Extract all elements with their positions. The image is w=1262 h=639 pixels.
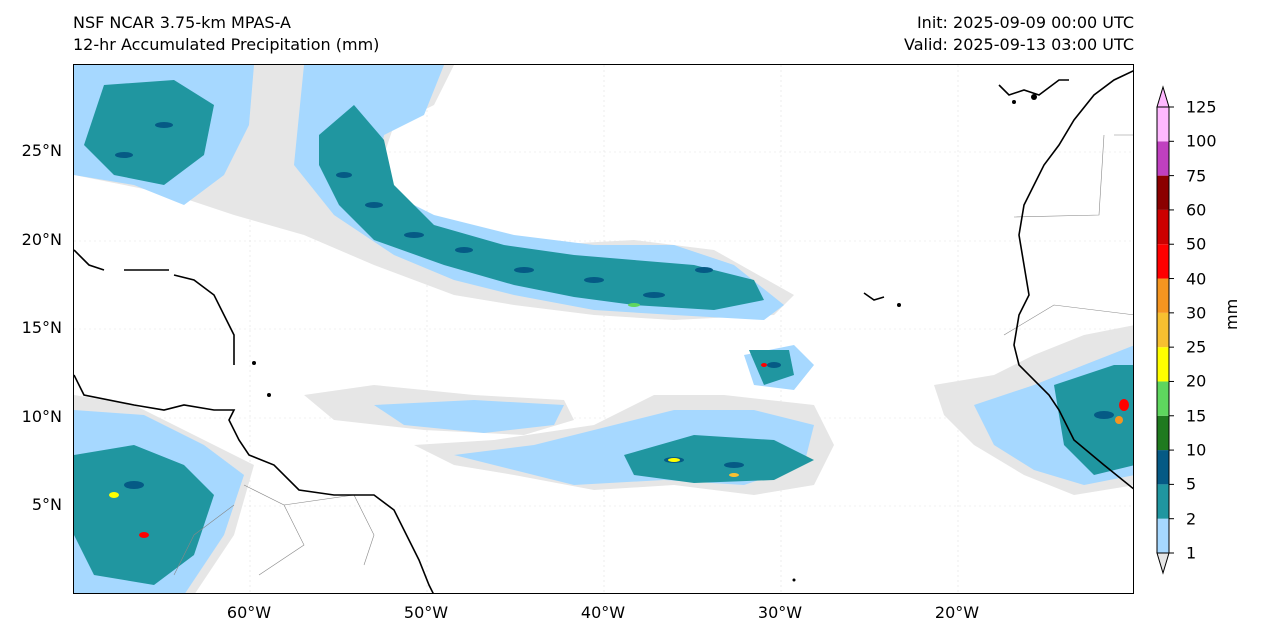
title-block: NSF NCAR 3.75-km MPAS-A 12-hr Accumulate… <box>73 12 379 56</box>
lon-label-20w: 20°W <box>934 603 980 622</box>
colorbar-band <box>1157 484 1169 519</box>
lat-label-10n: 10°N <box>21 407 62 426</box>
colorbar-band <box>1157 141 1169 176</box>
colorbar-tick-label: 15 <box>1186 406 1207 426</box>
lat-label-25n: 25°N <box>21 141 62 160</box>
model-title: NSF NCAR 3.75-km MPAS-A <box>73 13 291 32</box>
islands <box>252 94 1037 582</box>
colorbar-tick-label: 20 <box>1186 371 1207 391</box>
time-block: Init: 2025-09-09 00:00 UTC Valid: 2025-0… <box>904 12 1134 56</box>
lat-label-15n: 15°N <box>21 318 62 337</box>
map-canvas <box>74 65 1133 593</box>
precip-10to15 <box>115 122 1114 489</box>
colorbar-band <box>1157 107 1169 142</box>
colorbar-tick-label: 25 <box>1186 337 1207 357</box>
precip-5to10 <box>74 80 1133 585</box>
init-time: Init: 2025-09-09 00:00 UTC <box>916 13 1134 32</box>
valid-time: Valid: 2025-09-13 03:00 UTC <box>903 35 1134 54</box>
colorbar-band <box>1157 415 1169 451</box>
colorbar-tick-label: 75 <box>1186 166 1207 186</box>
colorbar-tick-label: 5 <box>1186 474 1197 494</box>
lat-label-5n: 5°N <box>31 495 62 514</box>
lon-label-30w: 30°W <box>757 603 803 622</box>
lon-label-50w: 50°W <box>403 603 449 622</box>
colorbar-extend-high <box>1156 85 1170 108</box>
colorbar-tick-label: 1 <box>1186 543 1197 563</box>
colorbar-tick-label: 100 <box>1186 131 1217 151</box>
colorbar-tick-label: 40 <box>1186 269 1207 289</box>
colorbar-extend-low <box>1156 552 1170 575</box>
colorbar-band <box>1157 312 1169 348</box>
colorbar-tick-label: 10 <box>1186 440 1207 460</box>
colorbar-band <box>1157 244 1169 279</box>
colorbar-tick-label: 30 <box>1186 303 1207 323</box>
colorbar-band <box>1157 381 1169 416</box>
coastlines <box>74 70 1133 593</box>
colorbar-band <box>1157 209 1169 245</box>
colorbar-tick-label: 60 <box>1186 200 1207 220</box>
colorbar-band <box>1157 450 1169 485</box>
lon-label-40w: 40°W <box>580 603 626 622</box>
colorbar-tick-label: 50 <box>1186 234 1207 254</box>
precip-heavy <box>109 303 1129 538</box>
colorbar-outline <box>1156 106 1170 554</box>
colorbar-band <box>1157 518 1169 553</box>
colorbar-band <box>1157 175 1169 210</box>
colorbar <box>1156 85 1174 575</box>
colorbar-unit: mm <box>1222 298 1241 330</box>
colorbar-band <box>1157 347 1169 382</box>
field-title: 12-hr Accumulated Precipitation (mm) <box>73 35 380 54</box>
map-panel <box>73 64 1134 594</box>
gridlines <box>74 65 1133 593</box>
colorbar-tick-label: 125 <box>1186 97 1217 117</box>
borders <box>173 134 1133 576</box>
lon-label-60w: 60°W <box>226 603 272 622</box>
colorbar-band <box>1157 278 1169 313</box>
lat-label-20n: 20°N <box>21 230 62 249</box>
colorbar-tick-label: 2 <box>1186 509 1197 529</box>
